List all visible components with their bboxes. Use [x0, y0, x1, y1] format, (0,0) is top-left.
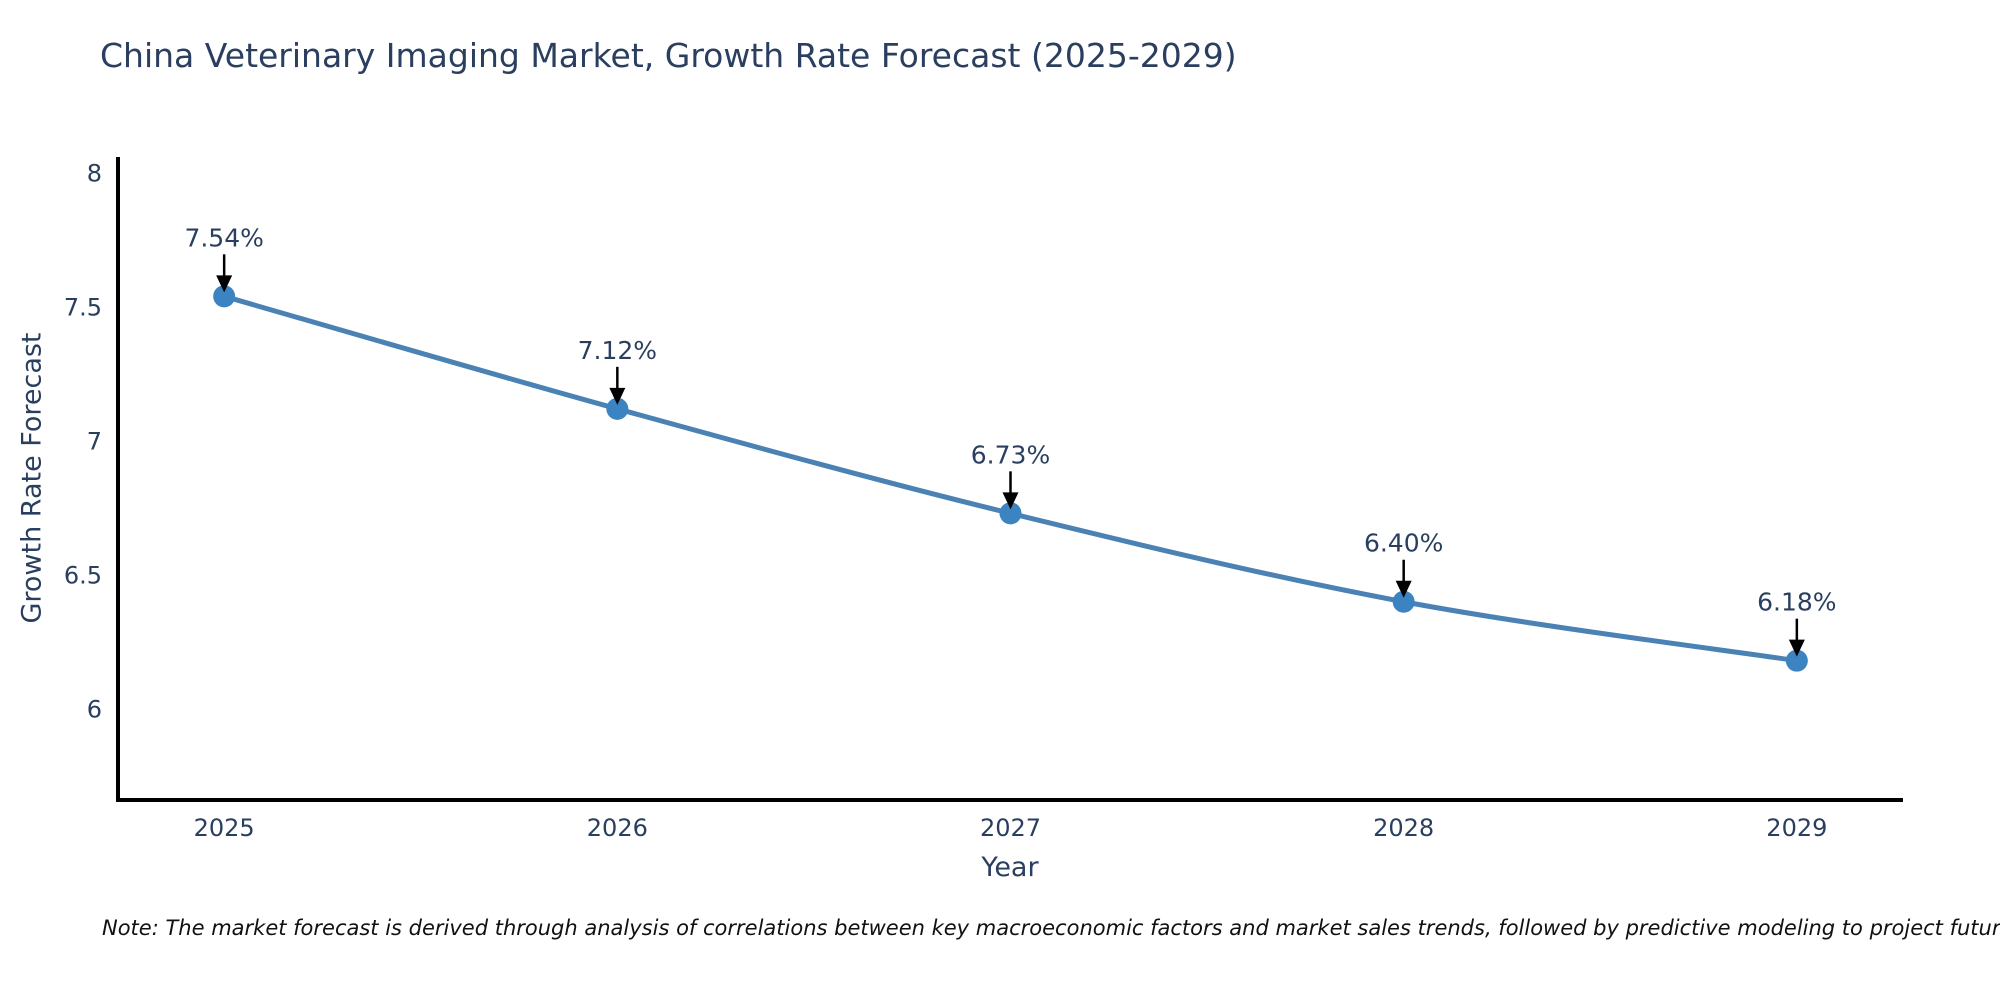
annotation-arrowhead	[1002, 492, 1019, 510]
data-point-label: 6.40%	[1364, 529, 1443, 558]
y-tick-label: 8	[87, 159, 102, 187]
data-point-label: 6.18%	[1757, 588, 1836, 617]
data-point-label: 7.54%	[184, 223, 263, 252]
chart-title: China Veterinary Imaging Market, Growth …	[100, 36, 1237, 75]
data-point-marker	[1392, 590, 1415, 613]
y-tick-label: 7.5	[64, 293, 102, 321]
data-point-label: 6.73%	[971, 440, 1050, 469]
data-point-marker	[213, 285, 236, 308]
x-tick-label: 2027	[980, 814, 1041, 842]
x-tick-label: 2025	[194, 814, 255, 842]
annotation-arrowhead	[216, 275, 233, 293]
y-tick-label: 6	[87, 695, 102, 723]
annotation-arrowhead	[609, 387, 626, 405]
annotation-arrowhead	[1788, 639, 1805, 657]
y-tick-label: 7	[87, 427, 102, 455]
x-tick-label: 2026	[587, 814, 648, 842]
footnote: Note: The market forecast is derived thr…	[102, 916, 2000, 940]
x-axis-title: Year	[981, 852, 1039, 883]
y-tick-label: 6.5	[64, 561, 102, 589]
annotation-arrowhead	[1395, 580, 1412, 598]
data-point-marker	[1785, 649, 1808, 672]
data-point-label: 7.12%	[578, 336, 657, 365]
x-tick-label: 2029	[1766, 814, 1827, 842]
y-axis-title: Growth Rate Forecast	[16, 332, 48, 624]
x-tick-label: 2028	[1373, 814, 1434, 842]
data-point-marker	[999, 502, 1022, 525]
data-point-marker	[606, 397, 629, 420]
